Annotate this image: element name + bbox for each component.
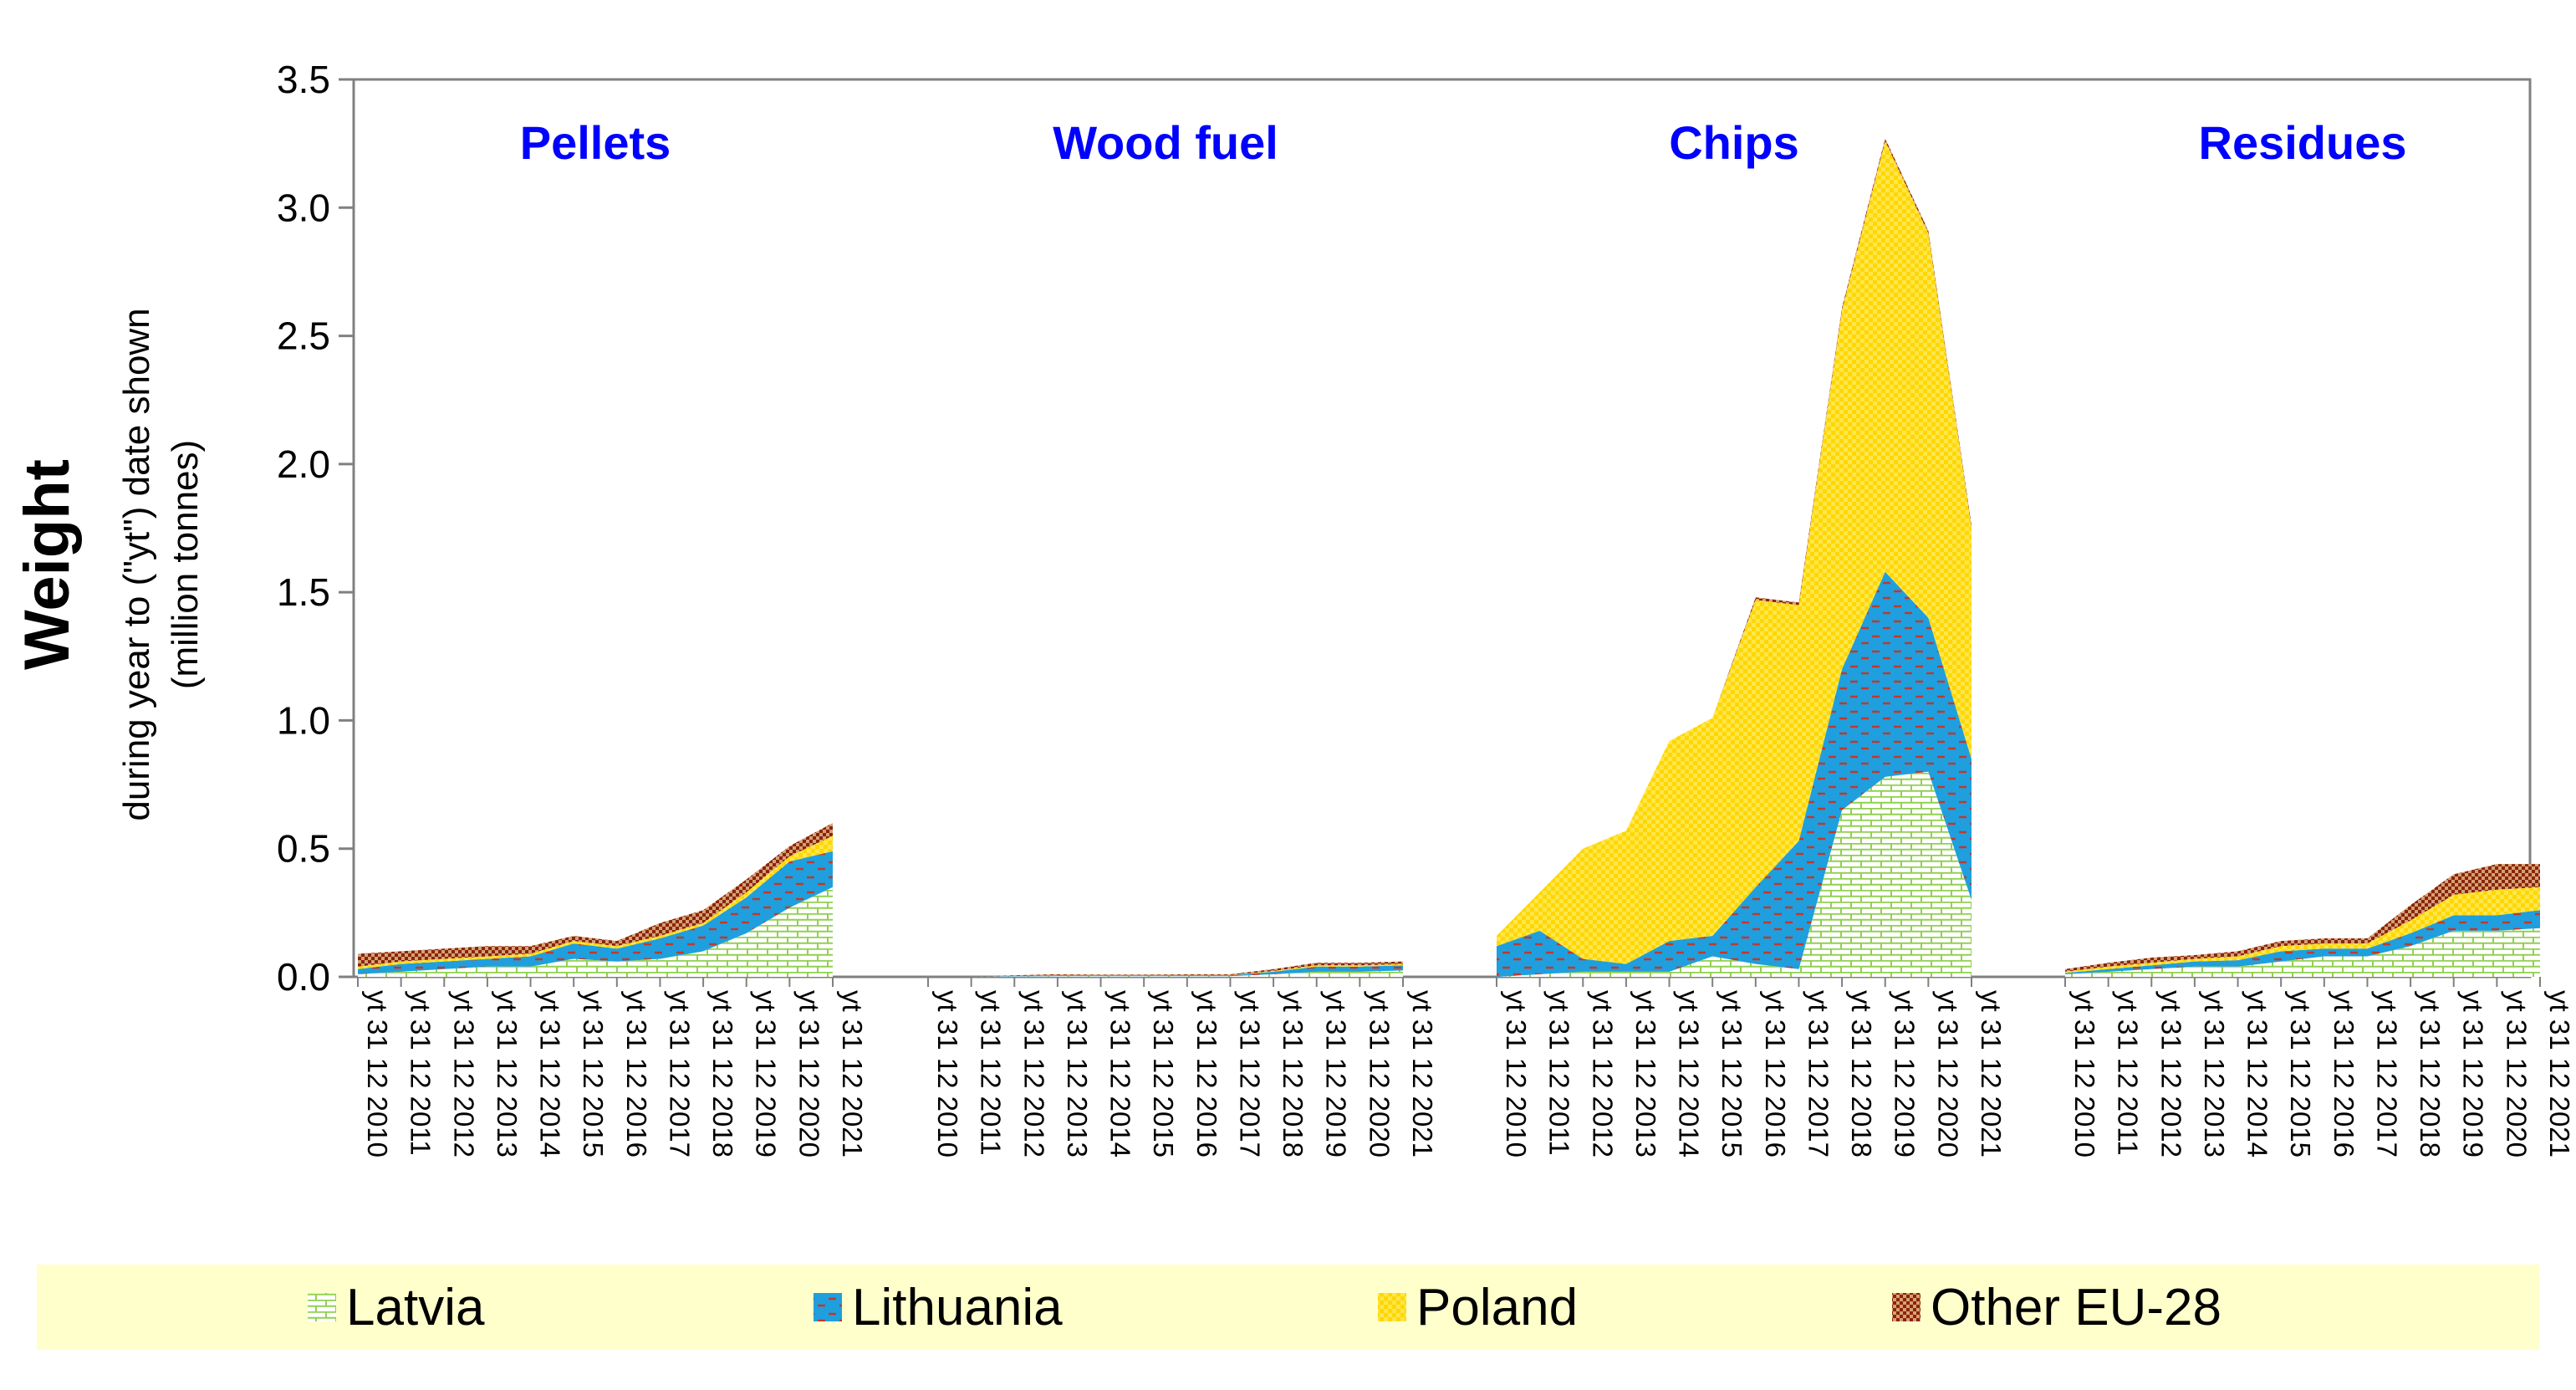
- y-tick-label: 2.0: [277, 442, 330, 486]
- legend: Latvia Lithuania Poland Other EU-28: [308, 1279, 2221, 1336]
- x-tick-label: yt 31 12 2018: [1278, 990, 1308, 1157]
- x-tick-label: yt 31 12 2021: [1976, 990, 2007, 1157]
- area-pellets-lithuania: [358, 851, 833, 974]
- area-chips-lithuania: [1497, 571, 1972, 977]
- x-tick-label: yt 31 12 2019: [751, 990, 782, 1157]
- x-tick-label: yt 31 12 2019: [1321, 990, 1352, 1157]
- x-tick-label: yt 31 12 2013: [1062, 990, 1093, 1157]
- x-tick-label: yt 31 12 2011: [406, 990, 436, 1156]
- y-tick-label: 2.5: [277, 314, 330, 358]
- group-label-wood-fuel: Wood fuel: [1053, 116, 1278, 169]
- legend-swatch-lithuania: [814, 1293, 842, 1321]
- x-tick-label: yt 31 12 2011: [1544, 990, 1575, 1156]
- area-wood-fuel-other-eu-28: [928, 961, 1403, 977]
- group-labels: Pellets Wood fuel Chips Residues: [520, 116, 2407, 169]
- legend-label-poland: Poland: [1416, 1279, 1578, 1336]
- x-tick-label: yt 31 12 2020: [793, 990, 824, 1157]
- x-tick-label: yt 31 12 2017: [1803, 990, 1834, 1157]
- plot-frame: [352, 78, 2532, 979]
- x-tick-label: yt 31 12 2018: [2415, 990, 2446, 1157]
- x-tick-label: yt 31 12 2013: [492, 990, 523, 1157]
- y-tick-label: 3.0: [277, 186, 330, 229]
- group-label-pellets: Pellets: [520, 116, 671, 169]
- x-tick-label: yt 31 12 2020: [1364, 990, 1395, 1157]
- x-tick-label: yt 31 12 2021: [837, 990, 868, 1157]
- x-tick-label: yt 31 12 2012: [1018, 990, 1049, 1157]
- legend-label-other-eu-28: Other EU-28: [1931, 1279, 2221, 1336]
- x-tick-label: yt 31 12 2015: [1148, 990, 1179, 1157]
- legend-band: [37, 1265, 2539, 1350]
- legend-swatch-other-eu-28: [1892, 1293, 1921, 1321]
- x-tick-label: yt 31 12 2016: [621, 990, 652, 1157]
- x-tick-label: yt 31 12 2016: [2329, 990, 2359, 1157]
- x-tick-label: yt 31 12 2013: [2199, 990, 2230, 1157]
- x-tick-label: yt 31 12 2012: [1587, 990, 1618, 1157]
- group-label-chips: Chips: [1669, 116, 1799, 169]
- area-wood-fuel-latvia: [928, 970, 1403, 977]
- x-tick-label: yt 31 12 2013: [1630, 990, 1661, 1157]
- x-tick-label: yt 31 12 2021: [1407, 990, 1438, 1157]
- x-tick-label: yt 31 12 2012: [2155, 990, 2186, 1157]
- area-residues-other-eu-28: [2065, 864, 2540, 972]
- legend-swatch-poland: [1378, 1293, 1406, 1321]
- x-axis: yt 31 12 2010 yt 31 12 2011 yt 31 12 2012 y…: [357, 977, 2575, 1157]
- area-residues-lithuania: [2065, 910, 2540, 974]
- x-tick-label: yt 31 12 2011: [2113, 990, 2144, 1156]
- legend-label-latvia: Latvia: [346, 1279, 485, 1336]
- x-tick-label: yt 31 12 2019: [2458, 990, 2489, 1157]
- x-tick-label: yt 31 12 2015: [1716, 990, 1747, 1157]
- y-axis: 0.0 0.5 1.0 1.5 2.0 2.5 3.0 3.5: [277, 58, 354, 999]
- area-residues-latvia: [2065, 928, 2540, 977]
- x-tick-label: yt 31 12 2014: [535, 990, 566, 1157]
- area-chips-poland: [1497, 141, 1972, 964]
- y-tick-label: 1.5: [277, 570, 330, 614]
- x-tick-label: yt 31 12 2016: [1191, 990, 1222, 1157]
- x-tick-label: yt 31 12 2014: [1674, 990, 1705, 1157]
- x-tick-label: yt 31 12 2016: [1760, 990, 1791, 1157]
- group-label-residues: Residues: [2199, 116, 2407, 169]
- area-pellets-other-eu-28: [358, 823, 833, 967]
- y-tick-label: 0.0: [277, 955, 330, 999]
- area-chips-latvia: [1497, 771, 1972, 977]
- x-tick-label: yt 31 12 2017: [1234, 990, 1265, 1157]
- y-axis-title: Weight during year to ("yt") date shown …: [12, 308, 206, 820]
- y-tick-label: 0.5: [277, 827, 330, 871]
- x-tick-label: yt 31 12 2010: [1501, 990, 1532, 1157]
- y-axis-title-sub-2: (million tonnes): [165, 440, 206, 689]
- x-tick-label: yt 31 12 2011: [976, 990, 1007, 1156]
- y-axis-title-sub-1: during year to ("yt") date shown: [116, 308, 157, 820]
- area-pellets-poland: [358, 836, 833, 969]
- area-layer: [358, 138, 2540, 977]
- y-tick-label: 1.0: [277, 698, 330, 742]
- x-tick-label: yt 31 12 2017: [664, 990, 695, 1157]
- y-axis-title-main: Weight: [12, 459, 83, 670]
- x-tick-label: yt 31 12 2014: [1105, 990, 1136, 1157]
- y-tick-label: 3.5: [277, 58, 330, 101]
- x-tick-label: yt 31 12 2020: [2501, 990, 2532, 1157]
- x-tick-label: yt 31 12 2012: [448, 990, 479, 1157]
- x-tick-label: yt 31 12 2010: [932, 990, 963, 1157]
- x-tick-label: yt 31 12 2015: [2285, 990, 2316, 1157]
- x-tick-label: yt 31 12 2010: [2069, 990, 2100, 1157]
- x-tick-label: yt 31 12 2018: [1846, 990, 1877, 1157]
- area-residues-poland: [2065, 887, 2540, 974]
- x-tick-label: yt 31 12 2015: [578, 990, 609, 1157]
- legend-label-lithuania: Lithuania: [852, 1279, 1063, 1336]
- x-tick-label: yt 31 12 2021: [2544, 990, 2575, 1157]
- area-wood-fuel-lithuania: [928, 965, 1403, 977]
- x-tick-label: yt 31 12 2018: [707, 990, 738, 1157]
- area-pellets-latvia: [358, 887, 833, 977]
- x-tick-label: yt 31 12 2010: [362, 990, 393, 1157]
- legend-swatch-latvia: [308, 1293, 336, 1321]
- x-tick-label: yt 31 12 2020: [1932, 990, 1963, 1157]
- x-tick-label: yt 31 12 2019: [1890, 990, 1921, 1157]
- x-tick-label: yt 31 12 2014: [2242, 990, 2273, 1157]
- x-tick-label: yt 31 12 2017: [2371, 990, 2402, 1157]
